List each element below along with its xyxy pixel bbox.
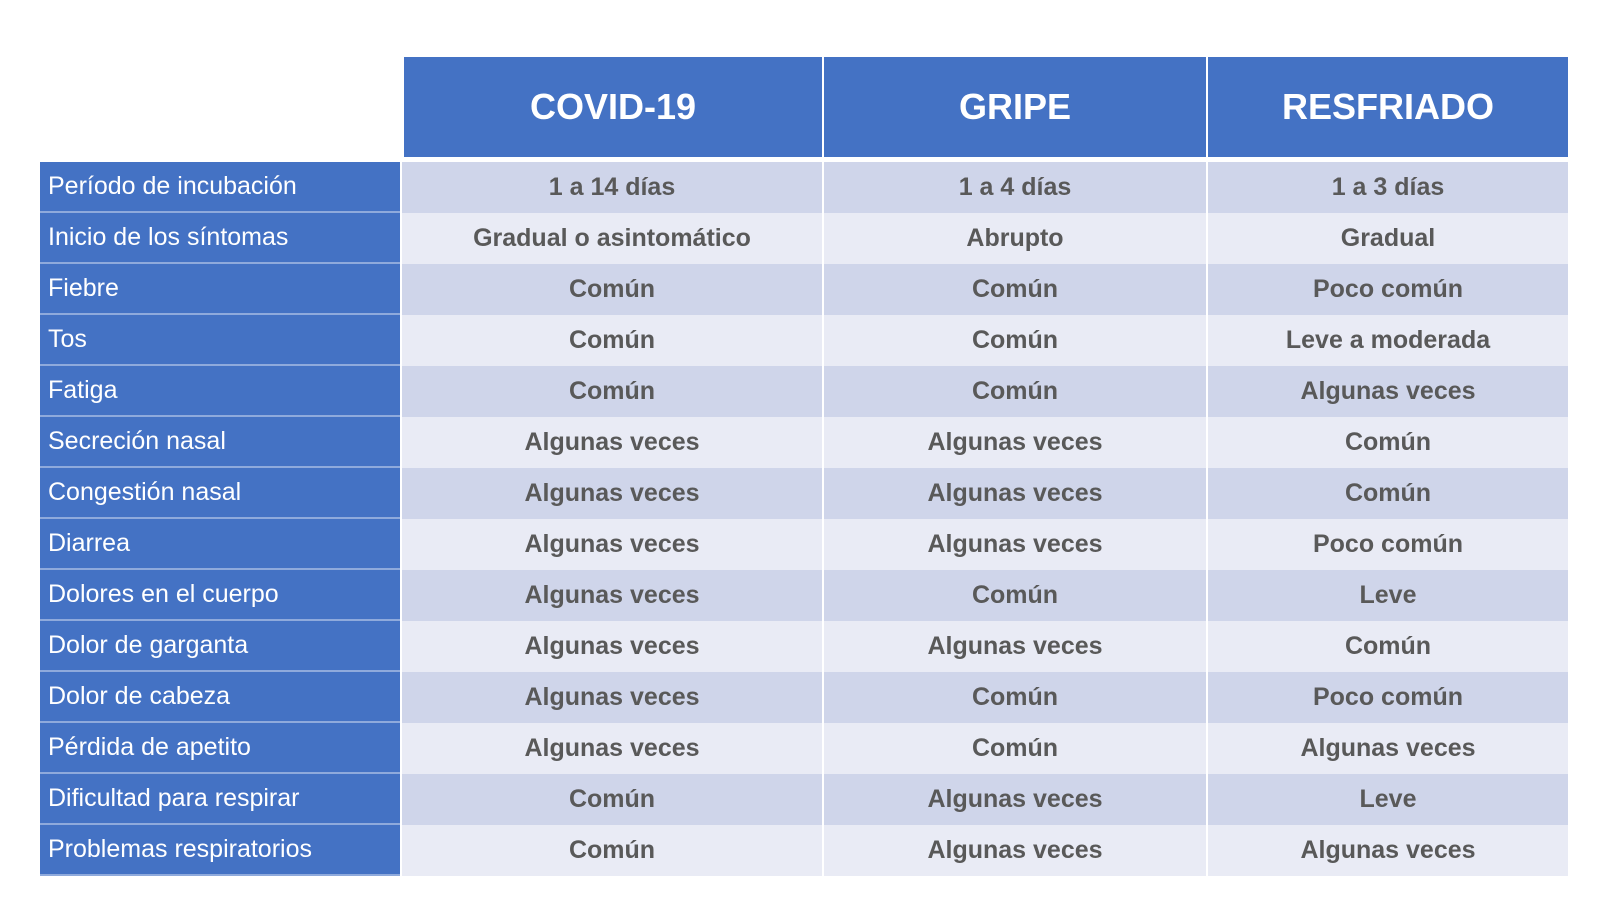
cell-resfriado: Común (1206, 468, 1568, 519)
cell-gripe: Común (822, 315, 1206, 366)
table-row: Período de incubación 1 a 14 días 1 a 4 dí… (40, 162, 1568, 213)
cell-gripe: Algunas veces (822, 774, 1206, 825)
header-resfriado: RESFRIADO (1206, 57, 1568, 157)
table-row: Tos Común Común Leve a moderada (40, 315, 1568, 366)
cell-resfriado: Algunas veces (1206, 825, 1568, 876)
row-label: Fiebre (40, 264, 400, 315)
cell-resfriado: Algunas veces (1206, 723, 1568, 774)
cell-covid19: Común (400, 825, 822, 876)
header-covid19: COVID-19 (402, 57, 822, 157)
cell-covid19: Algunas veces (400, 570, 822, 621)
cell-gripe: Algunas veces (822, 519, 1206, 570)
cell-covid19: Algunas veces (400, 621, 822, 672)
row-label: Fatiga (40, 366, 400, 417)
cell-covid19: Común (400, 366, 822, 417)
cell-resfriado: Poco común (1206, 519, 1568, 570)
cell-covid19: Algunas veces (400, 672, 822, 723)
cell-covid19: 1 a 14 días (400, 162, 822, 213)
cell-covid19: Común (400, 774, 822, 825)
cell-gripe: Común (822, 672, 1206, 723)
cell-resfriado: Gradual (1206, 213, 1568, 264)
cell-covid19: Común (400, 264, 822, 315)
cell-gripe: Común (822, 570, 1206, 621)
symptom-comparison-table: COVID-19 GRIPE RESFRIADO Período de incu… (40, 57, 1568, 876)
row-label: Dolor de cabeza (40, 672, 400, 723)
row-label: Diarrea (40, 519, 400, 570)
row-label: Tos (40, 315, 400, 366)
cell-gripe: Común (822, 723, 1206, 774)
table-row: Inicio de los síntomas Gradual o asintomá… (40, 213, 1568, 264)
table-row: Fiebre Común Común Poco común (40, 264, 1568, 315)
table-row: Dolor de garganta Algunas veces Algunas ve… (40, 621, 1568, 672)
table-row: Secreción nasal Algunas veces Algunas vece… (40, 417, 1568, 468)
cell-resfriado: Poco común (1206, 264, 1568, 315)
cell-covid19: Algunas veces (400, 468, 822, 519)
row-label: Secreción nasal (40, 417, 400, 468)
cell-covid19: Algunas veces (400, 723, 822, 774)
row-label: Pérdida de apetito (40, 723, 400, 774)
row-label: Período de incubación (40, 162, 400, 213)
row-label: Dolor de garganta (40, 621, 400, 672)
cell-covid19: Algunas veces (400, 417, 822, 468)
row-label: Problemas respiratorios (40, 825, 400, 876)
table-row: Congestión nasal Algunas veces Algunas vec… (40, 468, 1568, 519)
cell-resfriado: Leve (1206, 774, 1568, 825)
cell-resfriado: Común (1206, 417, 1568, 468)
cell-resfriado: Común (1206, 621, 1568, 672)
cell-gripe: Algunas veces (822, 468, 1206, 519)
table-row: Pérdida de apetito Algunas veces Común Algu… (40, 723, 1568, 774)
table-row: Dolores en el cuerpo Algunas veces Común Le… (40, 570, 1568, 621)
header-spacer (40, 57, 402, 157)
table-row: Fatiga Común Común Algunas veces (40, 366, 1568, 417)
table-body: Período de incubación 1 a 14 días 1 a 4 dí… (40, 162, 1568, 876)
cell-resfriado: Algunas veces (1206, 366, 1568, 417)
table-row: Dificultad para respirar Común Algunas vec… (40, 774, 1568, 825)
cell-gripe: Común (822, 366, 1206, 417)
table-header-row: COVID-19 GRIPE RESFRIADO (40, 57, 1568, 157)
cell-resfriado: Poco común (1206, 672, 1568, 723)
row-label: Congestión nasal (40, 468, 400, 519)
cell-resfriado: Leve (1206, 570, 1568, 621)
cell-resfriado: Leve a moderada (1206, 315, 1568, 366)
cell-gripe: 1 a 4 días (822, 162, 1206, 213)
cell-gripe: Algunas veces (822, 621, 1206, 672)
row-label: Dolores en el cuerpo (40, 570, 400, 621)
cell-covid19: Común (400, 315, 822, 366)
cell-gripe: Algunas veces (822, 825, 1206, 876)
cell-gripe: Abrupto (822, 213, 1206, 264)
header-gripe: GRIPE (822, 57, 1206, 157)
row-label: Inicio de los síntomas (40, 213, 400, 264)
cell-gripe: Común (822, 264, 1206, 315)
cell-gripe: Algunas veces (822, 417, 1206, 468)
row-label: Dificultad para respirar (40, 774, 400, 825)
cell-covid19: Gradual o asintomático (400, 213, 822, 264)
table-row: Diarrea Algunas veces Algunas veces Poco co… (40, 519, 1568, 570)
cell-resfriado: 1 a 3 días (1206, 162, 1568, 213)
table-row: Dolor de cabeza Algunas veces Común Poco co… (40, 672, 1568, 723)
cell-covid19: Algunas veces (400, 519, 822, 570)
table-row: Problemas respiratorios Común Algunas vece… (40, 825, 1568, 876)
